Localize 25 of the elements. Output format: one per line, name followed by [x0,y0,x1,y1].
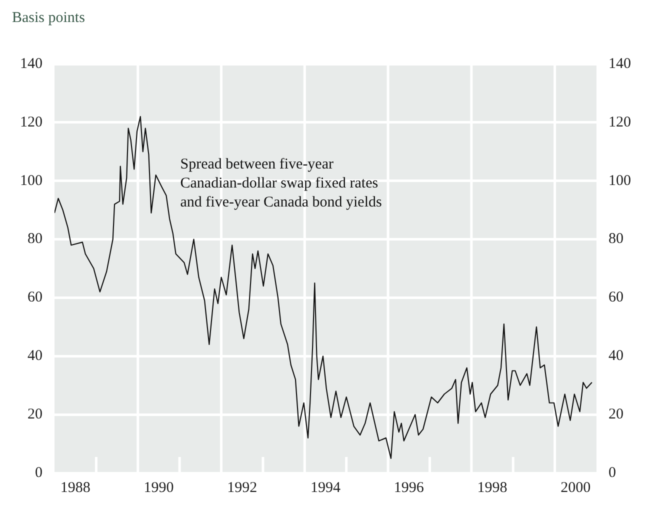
y-tick-label: 80 [28,231,42,248]
y2-tick-label: 120 [608,114,631,130]
x-tick-label: 1990 [144,480,174,496]
y2-tick-label: 0 [608,464,616,481]
y2-tick-label: 60 [608,290,624,306]
y2-tick-label: 20 [608,406,624,423]
y2-tick-label: 140 [608,56,631,72]
y-tick-label: 40 [28,348,42,364]
x-tick-label: 1994 [310,480,341,496]
y-tick-label: 100 [20,172,42,189]
x-tick-label: 1988 [60,480,90,496]
annotation: Spread between five-year Canadian-dollar swap fixed rates and five-year Canada bond yields [180,156,382,210]
y-tick-label: 60 [28,290,42,306]
y2-tick-label: 100 [608,172,631,189]
x-tick-label: 2000 [560,480,591,496]
x-tick-label: 1996 [394,480,424,496]
y-axis-title: Basis points [12,10,85,27]
y2-tick-label: 40 [608,348,624,364]
y-tick-label: 120 [20,114,42,130]
y-tick-label: 20 [28,406,42,423]
y-tick-label: 0 [35,464,42,481]
y2-tick-label: 80 [608,231,624,248]
x-tick-label: 1992 [227,480,258,496]
y-tick-label: 140 [20,56,42,72]
x-tick-label: 1998 [477,480,508,496]
